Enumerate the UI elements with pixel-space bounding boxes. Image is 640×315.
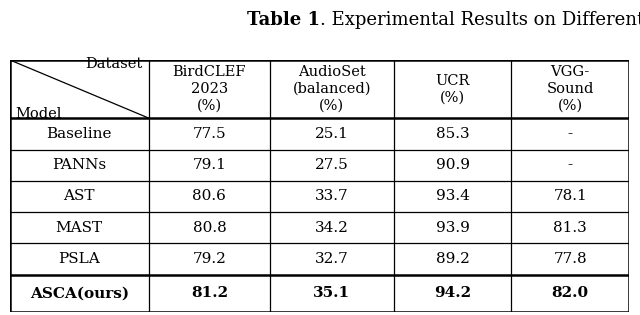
Text: 82.0: 82.0 <box>552 286 589 300</box>
Text: 81.2: 81.2 <box>191 286 228 300</box>
Text: 93.9: 93.9 <box>436 221 470 235</box>
Text: VGG-
Sound
(%): VGG- Sound (%) <box>547 65 594 113</box>
Text: AST: AST <box>63 189 95 203</box>
Text: 89.2: 89.2 <box>436 252 470 266</box>
Text: 35.1: 35.1 <box>313 286 350 300</box>
Text: 33.7: 33.7 <box>315 189 349 203</box>
Text: 27.5: 27.5 <box>315 158 349 172</box>
Text: . Experimental Results on Different Datasets: . Experimental Results on Different Data… <box>320 11 640 29</box>
Text: AudioSet
(balanced)
(%): AudioSet (balanced) (%) <box>292 65 371 113</box>
Text: 25.1: 25.1 <box>315 127 349 141</box>
Text: 90.9: 90.9 <box>436 158 470 172</box>
Text: Table 1: Table 1 <box>247 11 320 29</box>
Text: Dataset: Dataset <box>86 57 143 71</box>
Text: 77.8: 77.8 <box>554 252 587 266</box>
Text: 32.7: 32.7 <box>315 252 349 266</box>
Text: -: - <box>568 158 573 172</box>
Text: 85.3: 85.3 <box>436 127 469 141</box>
Text: 81.3: 81.3 <box>554 221 587 235</box>
Text: MAST: MAST <box>56 221 103 235</box>
Text: 79.2: 79.2 <box>193 252 227 266</box>
Text: 80.6: 80.6 <box>193 189 227 203</box>
Text: 79.1: 79.1 <box>193 158 227 172</box>
Text: 78.1: 78.1 <box>554 189 587 203</box>
Text: 80.8: 80.8 <box>193 221 227 235</box>
Text: PSLA: PSLA <box>58 252 100 266</box>
Text: BirdCLEF
2023
(%): BirdCLEF 2023 (%) <box>173 65 246 113</box>
Text: Model: Model <box>16 107 62 121</box>
Text: 77.5: 77.5 <box>193 127 226 141</box>
Text: 34.2: 34.2 <box>315 221 349 235</box>
Text: Baseline: Baseline <box>47 127 112 141</box>
Text: PANNs: PANNs <box>52 158 106 172</box>
Text: ASCA(ours): ASCA(ours) <box>29 286 129 300</box>
Text: -: - <box>568 127 573 141</box>
Text: UCR
(%): UCR (%) <box>435 74 470 104</box>
Text: 93.4: 93.4 <box>436 189 470 203</box>
Text: 94.2: 94.2 <box>434 286 471 300</box>
